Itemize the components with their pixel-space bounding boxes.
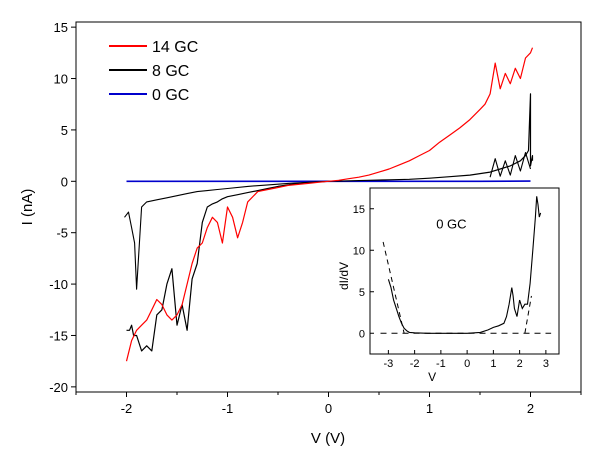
- inset-plot: -3 -2 -1 0 1 2 3 0 5 10 15 VdI/dV 0 GC: [337, 188, 559, 384]
- y-tick-label: -5: [56, 226, 68, 241]
- x-tick-label: 2: [527, 401, 534, 416]
- y-tick-label: -10: [49, 277, 68, 292]
- inset-x-tick-label: 2: [517, 358, 523, 370]
- legend-label: 8 GC: [152, 63, 189, 80]
- inset-x-tick-label: -2: [410, 358, 420, 370]
- inset-x-axis-label: V: [428, 370, 436, 384]
- x-tick-label: 0: [325, 401, 332, 416]
- inset-y-tick-label: 15: [353, 204, 365, 216]
- inset-y-axis-label: dI/dV: [337, 262, 351, 290]
- legend-label: 0 GC: [152, 87, 189, 104]
- inset-x-tick-label: 3: [543, 358, 549, 370]
- y-axis-label: I (nA): [19, 189, 36, 226]
- inset-y-tick-label: 0: [359, 328, 365, 340]
- y-tick-label: -15: [49, 328, 68, 343]
- legend-label: 14 GC: [152, 39, 198, 56]
- y-tick-label: 10: [54, 72, 68, 87]
- inset-x-tick-label: -1: [436, 358, 446, 370]
- inset-x-tick-label: 1: [490, 358, 496, 370]
- x-tick-label: 1: [426, 401, 433, 416]
- legend: 14 GC 8 GC 0 GC: [109, 39, 198, 104]
- x-axis-label: V (V): [311, 430, 345, 447]
- y-tick-label: 15: [54, 20, 68, 35]
- inset-x-tick-label: -3: [383, 358, 393, 370]
- inset-y-tick-label: 5: [359, 287, 365, 299]
- inset-annotation: 0 GC: [436, 217, 466, 232]
- x-tick-label: -1: [222, 401, 234, 416]
- y-tick-label: 5: [61, 123, 68, 138]
- x-tick-label: -2: [121, 401, 133, 416]
- inset-x-tick-label: 0: [464, 358, 470, 370]
- y-tick-label: 0: [61, 174, 68, 189]
- inset-y-tick-label: 10: [353, 245, 365, 257]
- y-tick-label: -20: [49, 380, 68, 395]
